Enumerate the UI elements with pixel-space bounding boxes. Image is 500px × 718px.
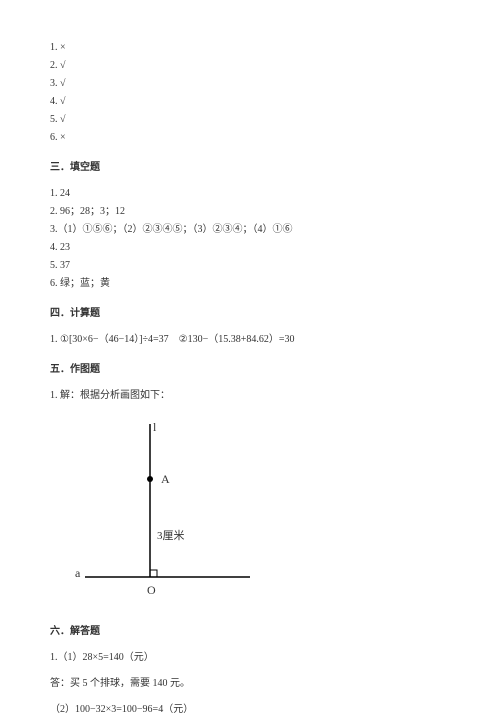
tf-item: 2. √ (50, 58, 450, 74)
point-a (147, 476, 153, 482)
diagram-svg: l A 3厘米 a O (75, 419, 255, 609)
tf-mark: × (60, 42, 66, 53)
fill-blank-answers: 1. 24 2. 96；28；3；12 3.（1）①⑤⑥；（2）②③④⑤；（3）… (50, 186, 450, 292)
tf-num: 2. (50, 60, 58, 71)
section-5-heading: 五．作图题 (50, 362, 450, 378)
tf-mark: √ (60, 78, 66, 89)
label-o: O (147, 583, 156, 597)
geometry-diagram: l A 3厘米 a O (75, 419, 255, 609)
answer-line: 6. 绿；蓝；黄 (50, 276, 450, 292)
tf-mark: √ (60, 114, 66, 125)
label-a-point: A (161, 472, 170, 486)
tf-mark: √ (60, 96, 66, 107)
tf-num: 3. (50, 78, 58, 89)
tf-item: 5. √ (50, 112, 450, 128)
answer-line: 4. 23 (50, 240, 450, 256)
tf-num: 6. (50, 132, 58, 143)
label-3cm: 3厘米 (157, 529, 185, 542)
answer-line: 1. 24 (50, 186, 450, 202)
tf-item: 6. × (50, 130, 450, 146)
answer-line: 2. 96；28；3；12 (50, 204, 450, 220)
section-4-heading: 四．计算题 (50, 306, 450, 322)
tf-num: 4. (50, 96, 58, 107)
answer-line: 5. 37 (50, 258, 450, 274)
right-angle-marker (150, 570, 157, 577)
solution-block: 1.（1）28×5=140（元） 答：买 5 个排球，需要 140 元。 （2）… (50, 650, 450, 718)
drawing-instruction: 1. 解：根据分析画图如下： (50, 388, 450, 404)
label-a-line: a (75, 566, 81, 580)
solution-line: 1.（1）28×5=140（元） (50, 650, 450, 666)
tf-num: 1. (50, 42, 58, 53)
tf-mark: √ (60, 60, 66, 71)
solution-line: （2）100−32×3=100−96=4（元） (50, 702, 450, 718)
section-3-heading: 三．填空题 (50, 160, 450, 176)
tf-item: 1. × (50, 40, 450, 56)
solution-line: 答：买 5 个排球，需要 140 元。 (50, 676, 450, 692)
label-l: l (153, 420, 157, 434)
tf-item: 3. √ (50, 76, 450, 92)
tf-num: 5. (50, 114, 58, 125)
calculation-line: 1. ①[30×6−（46−14）]÷4=37 ②130−（15.38+84.6… (50, 332, 450, 348)
tf-mark: × (60, 132, 66, 143)
section-6-heading: 六．解答题 (50, 624, 450, 640)
answer-line: 3.（1）①⑤⑥；（2）②③④⑤；（3）②③④；（4）①⑥ (50, 222, 450, 238)
true-false-list: 1. × 2. √ 3. √ 4. √ 5. √ 6. × (50, 40, 450, 146)
tf-item: 4. √ (50, 94, 450, 110)
